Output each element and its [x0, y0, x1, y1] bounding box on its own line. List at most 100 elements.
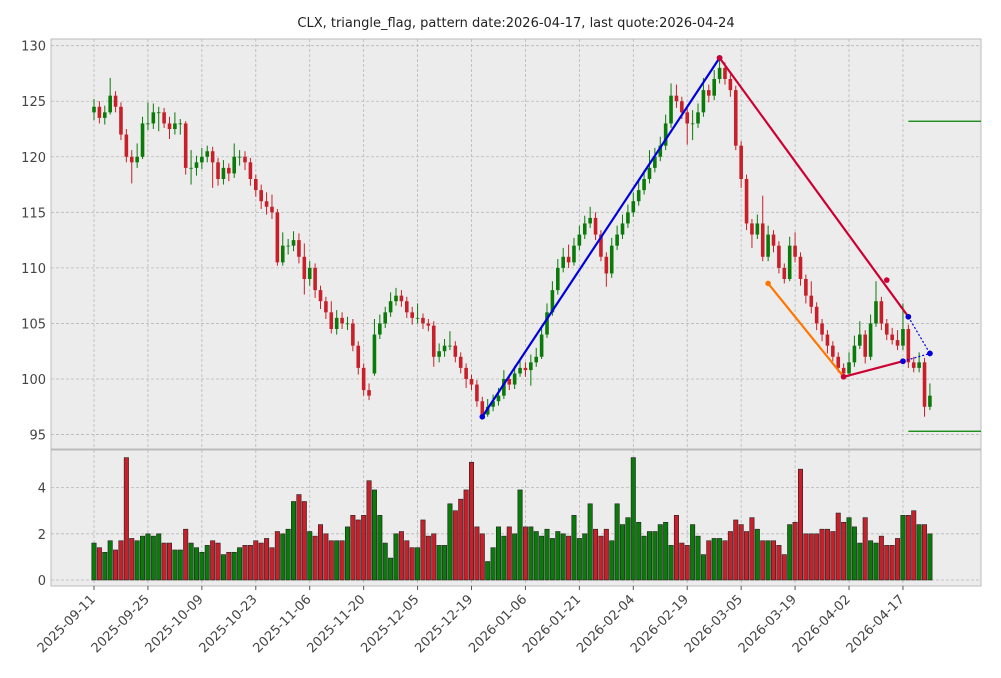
candle-body: [421, 317, 425, 324]
volume-bar: [684, 545, 690, 581]
volume-bar: [102, 551, 108, 581]
candle-body: [895, 340, 900, 346]
candle-body: [280, 245, 285, 263]
candle-body: [431, 325, 436, 357]
candle-body: [707, 90, 711, 96]
volume-bar: [436, 545, 442, 581]
volume-bar: [404, 540, 410, 581]
candle-body: [404, 301, 409, 313]
volume-bar: [344, 526, 350, 581]
volume-bar: [673, 515, 679, 581]
candle-body: [361, 367, 366, 391]
volume-bar: [895, 538, 901, 581]
volume-bar: [549, 538, 555, 581]
candle-body: [367, 390, 371, 396]
volume-bar: [296, 494, 302, 581]
candle-body: [113, 95, 118, 107]
pattern-point: [900, 358, 906, 365]
volume-bar: [765, 540, 771, 581]
candle-body: [253, 179, 258, 191]
candle-body: [577, 234, 582, 246]
volume-bar: [614, 503, 620, 581]
candle-body: [475, 384, 479, 402]
candle-body: [928, 395, 932, 407]
volume-bar: [587, 503, 593, 581]
candle-body: [124, 134, 129, 157]
candle-body: [140, 123, 145, 157]
volume-bar: [215, 542, 221, 581]
volume-bar: [490, 547, 496, 581]
candle-body: [297, 240, 301, 257]
candle-body: [739, 145, 743, 179]
volume-bar: [749, 517, 755, 581]
volume-bar: [792, 521, 798, 581]
candle-body: [566, 256, 571, 263]
candle-body: [858, 334, 862, 346]
candle-body: [216, 162, 220, 179]
candle-body: [550, 290, 555, 313]
candle-body: [647, 167, 652, 179]
candle-body: [760, 223, 765, 257]
volume-bar: [301, 501, 307, 581]
volume-bar: [328, 540, 334, 581]
volume-bar: [452, 510, 458, 581]
candle-body: [814, 306, 819, 324]
volume-bar: [776, 545, 782, 581]
candle-body: [151, 112, 156, 124]
pattern-line: [481, 57, 721, 418]
volume-bar: [220, 554, 226, 581]
volume-bar: [873, 542, 879, 581]
candle-body: [874, 301, 878, 324]
candle-body: [922, 362, 927, 407]
candle-body: [906, 329, 911, 363]
volume-bar: [479, 533, 485, 581]
volume-bar: [744, 531, 750, 581]
volume-bar: [442, 545, 448, 581]
candle-body: [825, 334, 830, 346]
candle-body: [626, 212, 630, 224]
volume-bar: [145, 533, 151, 581]
volume-bar: [560, 533, 566, 581]
volume-bar: [210, 540, 216, 581]
candle-body: [744, 179, 749, 224]
candle-body: [696, 112, 700, 124]
candle-body: [437, 351, 441, 357]
candle-body: [620, 223, 625, 235]
volume-bar: [253, 540, 259, 581]
candle-body: [723, 67, 727, 79]
candle-body: [674, 95, 679, 102]
candle-body: [248, 162, 253, 179]
volume-bar: [857, 542, 863, 581]
volume-bar: [690, 524, 696, 581]
candle-body: [642, 179, 646, 191]
candle-body: [680, 101, 684, 113]
candle-body: [717, 67, 722, 79]
candle-body: [415, 317, 420, 319]
candle-body: [146, 123, 150, 125]
volume-bar: [830, 531, 836, 581]
candle-body: [173, 123, 177, 129]
volume-bar: [539, 535, 545, 581]
volume-bar: [695, 535, 701, 581]
candle-body: [491, 401, 495, 407]
candle-body: [156, 112, 161, 114]
volume-bar: [889, 545, 895, 581]
candle-body: [669, 95, 673, 124]
volume-bar: [355, 519, 361, 581]
candle-body: [97, 106, 102, 118]
candle-body: [313, 267, 317, 291]
price-panel: [50, 38, 982, 450]
volume-bar: [603, 528, 609, 581]
candle-body: [588, 217, 592, 224]
volume-bar: [652, 531, 658, 581]
candle-body: [329, 312, 334, 329]
pattern-point: [479, 413, 486, 420]
candle-body: [119, 106, 123, 135]
pattern-point: [927, 350, 933, 357]
volume-bar: [285, 528, 291, 581]
volume-bar: [512, 533, 518, 581]
candle-body: [782, 267, 787, 279]
volume-bar: [469, 461, 475, 581]
candle-body: [232, 156, 237, 174]
candle-body: [162, 112, 166, 124]
